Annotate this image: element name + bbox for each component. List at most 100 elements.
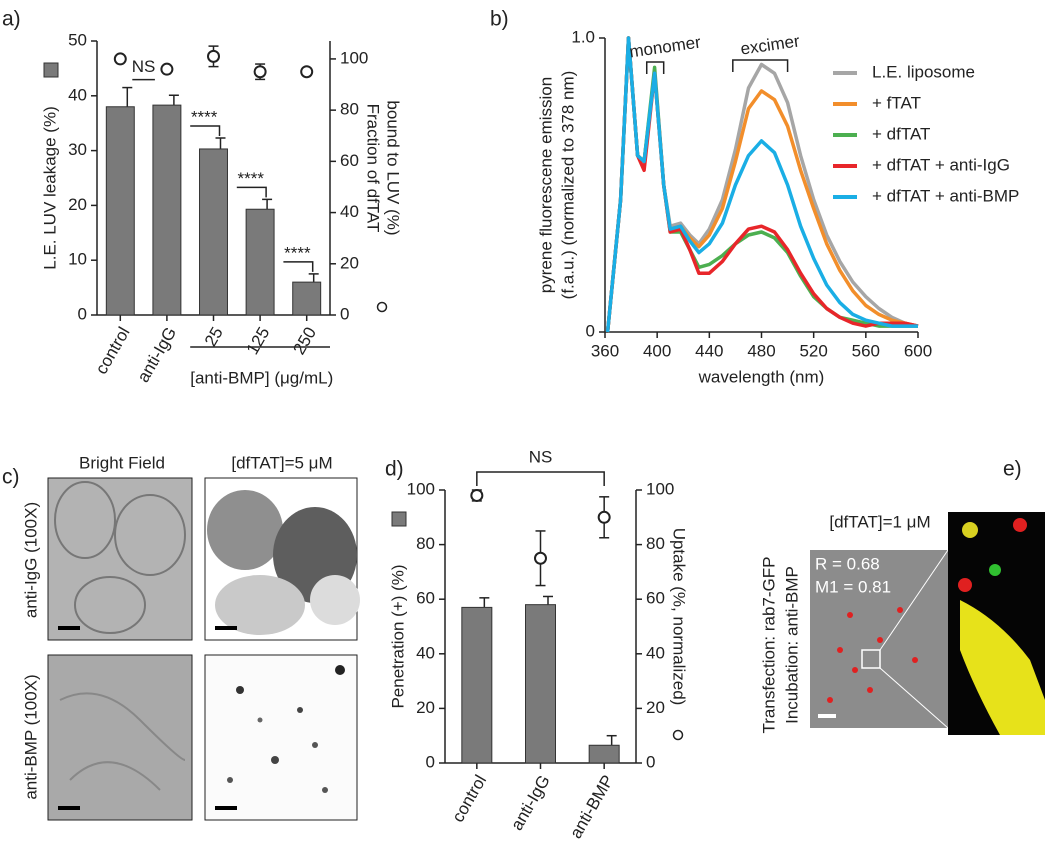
marker (207, 49, 220, 63)
x-tick-label: 250 (289, 324, 320, 358)
x-tick-label: 25 (201, 324, 227, 350)
bracket (236, 186, 267, 198)
right-tick-label: 0 (340, 304, 349, 323)
group-label: [anti-BMP] (μg/mL) (190, 368, 333, 387)
left-tick-label: 100 (407, 479, 435, 498)
y-axis-label: Penetration (+) (%) (388, 564, 407, 708)
side-label: Transfection: rab7-GFP (759, 557, 778, 734)
right-tick-label: 20 (340, 253, 359, 272)
left-tick-label: 0 (78, 304, 87, 323)
legend-label: + fTAT (872, 93, 921, 112)
x-tick-label: 520 (799, 341, 827, 360)
column-label: Bright Field (79, 453, 165, 472)
bar (588, 744, 620, 764)
y2-axis-label: Uptake (%, normalized) (670, 528, 689, 706)
x-tick-label: 360 (591, 341, 619, 360)
annotation: **** (238, 169, 265, 188)
y-axis-label: (f.a.u.) (normalized to 378 nm) (558, 71, 577, 300)
left-tick-label: 30 (68, 140, 87, 159)
legend-label: + dfTAT (872, 124, 930, 143)
legend-label: + dfTAT + anti-IgG (872, 155, 1010, 174)
x-tick-label: anti-IgG (134, 324, 181, 386)
marker (300, 65, 314, 79)
panel-label: b) (490, 8, 509, 31)
marker (113, 52, 127, 66)
y2-axis-label: bound to LUV (%) (384, 100, 403, 235)
bracket (283, 261, 314, 272)
annotation: **** (191, 107, 218, 126)
x-tick-label: 480 (747, 341, 775, 360)
bracket (476, 471, 605, 486)
marker (534, 551, 547, 565)
marker (253, 65, 267, 79)
marker (597, 510, 611, 524)
image-fluor-bmp (204, 654, 358, 821)
left-tick-label: 80 (416, 534, 435, 553)
right-tick-label: 100 (340, 48, 368, 67)
annotation: excimer (739, 31, 801, 58)
right-tick-label: 60 (340, 151, 359, 170)
bracket (732, 59, 789, 72)
bracket (645, 61, 665, 74)
bar (245, 208, 275, 316)
annotation: monomer (628, 33, 702, 62)
panel-label: c) (2, 466, 20, 489)
right-tick-label: 0 (646, 752, 655, 771)
legend-marker (376, 301, 388, 313)
y-axis-label: pyrene fluorescene emission (536, 77, 555, 293)
stat-label: M1 = 0.81 (815, 577, 891, 596)
row-label: anti-BMP (100X) (21, 674, 40, 799)
y-axis-label: L.E. LUV leakage (%) (40, 106, 59, 269)
bar (199, 148, 228, 316)
bar (292, 281, 322, 316)
x-tick-label: 600 (904, 341, 932, 360)
image-brightfield-igg (47, 477, 193, 641)
left-tick-label: 50 (68, 30, 87, 49)
legend-swatch (391, 511, 407, 527)
marker (160, 62, 174, 76)
x-tick-label: control (92, 324, 134, 378)
image-title: [dfTAT]=1 μM (829, 512, 930, 531)
x-axis-label: wavelength (nm) (698, 367, 825, 386)
legend-label: L.E. liposome (872, 62, 975, 81)
bar (525, 604, 556, 764)
legend-swatch (43, 62, 59, 78)
bar (152, 104, 182, 316)
annotation: NS (529, 447, 553, 466)
row-label: anti-IgG (100X) (21, 502, 40, 618)
x-tick-label: control (448, 772, 490, 826)
micrographs-c (47, 477, 360, 821)
left-tick-label: 20 (68, 195, 87, 214)
left-tick-label: 40 (68, 85, 87, 104)
image-brightfield-bmp (47, 654, 193, 821)
annotation: NS (132, 57, 156, 76)
x-tick-label: 440 (695, 341, 723, 360)
x-tick-label: 400 (643, 341, 671, 360)
stat-label: R = 0.68 (815, 554, 880, 573)
left-tick-label: 1.0 (571, 27, 595, 46)
x-tick-label: anti-IgG (507, 772, 554, 834)
right-tick-label: 40 (340, 202, 359, 221)
legend-label: + dfTAT + anti-BMP (872, 186, 1019, 205)
left-tick-label: 0 (586, 321, 595, 340)
annotation: **** (284, 243, 311, 262)
right-tick-label: 80 (646, 534, 665, 553)
bar (105, 106, 135, 316)
right-tick-label: 20 (646, 698, 665, 717)
side-label: Incubation: anti-BMP (782, 566, 801, 724)
legend-marker (672, 729, 684, 741)
x-tick-label: anti-BMP (566, 772, 617, 842)
y2-axis-label: Fraction of dfTAT (364, 104, 383, 233)
x-tick-label: 560 (852, 341, 880, 360)
left-tick-label: 20 (416, 698, 435, 717)
right-tick-label: 100 (646, 479, 674, 498)
marker (470, 488, 484, 502)
bracket (190, 125, 221, 136)
right-tick-label: 80 (340, 100, 359, 119)
series-line (605, 36, 918, 333)
panel-label: e) (1003, 458, 1022, 481)
panel-label: d) (385, 458, 404, 481)
left-tick-label: 60 (416, 589, 435, 608)
column-label: [dfTAT]=5 μM (231, 453, 332, 472)
right-tick-label: 40 (646, 643, 665, 662)
